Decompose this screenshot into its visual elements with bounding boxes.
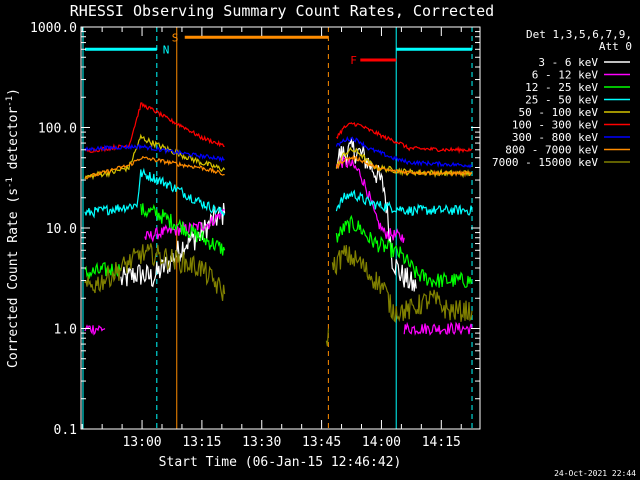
- legend-entry-label: 12 - 25 keV: [525, 81, 598, 94]
- series: [84, 167, 473, 219]
- series-line: [84, 102, 225, 154]
- legend-entry-label: 3 - 6 keV: [538, 56, 598, 69]
- y-tick-label: 100.0: [38, 122, 77, 137]
- series-line: [335, 137, 417, 292]
- x-tick-label: 13:00: [122, 435, 161, 450]
- series-line: [331, 245, 473, 324]
- x-tick-label: 13:45: [302, 435, 341, 450]
- legend-entry-label: 50 - 100 keV: [519, 106, 599, 119]
- series-line: [335, 214, 473, 288]
- y-axis-label: Corrected Count Rate (s-1 detector-1): [5, 88, 21, 368]
- legend-header-attenuator: Att 0: [599, 40, 632, 53]
- y-tick-label: 1.0: [54, 323, 77, 338]
- legend-entry-label: 25 - 50 keV: [525, 94, 598, 107]
- series: [84, 135, 473, 169]
- series: [84, 133, 473, 181]
- series-line: [84, 155, 225, 180]
- series-layer: [84, 102, 473, 347]
- series-line: [325, 328, 329, 347]
- y-tick-label: 0.1: [54, 423, 77, 438]
- y-axis-label-suffix: ): [6, 88, 21, 96]
- flag-label: S: [172, 31, 179, 44]
- chart-title: RHESSI Observing Summary Count Rates, Co…: [70, 2, 494, 20]
- series-line: [84, 143, 225, 163]
- series-line: [84, 133, 226, 181]
- x-axis-label: Start Time (06-Jan-15 12:46:42): [159, 455, 402, 470]
- series: [84, 156, 473, 336]
- x-tick-label: 13:15: [182, 435, 221, 450]
- x-tick-label: 14:15: [422, 435, 461, 450]
- series-line: [335, 156, 405, 243]
- series-line: [120, 202, 226, 288]
- title-group: RHESSI Observing Summary Count Rates, Co…: [70, 2, 494, 20]
- y-axis-label-sup1: -1: [5, 177, 15, 188]
- series: [84, 154, 473, 180]
- legend-entry-label: 100 - 300 keV: [512, 119, 598, 132]
- y-axis: 1000.0 100.0 10.0 1.0 0.1: [30, 21, 480, 438]
- mode-boundary-lines: [82, 27, 473, 429]
- plot-frame: [80, 26, 481, 430]
- series-line: [84, 324, 106, 336]
- legend-entry-label: 300 - 800 keV: [512, 131, 598, 144]
- legend-header-detectors: Det 1,3,5,6,7,9,: [526, 28, 632, 41]
- y-axis-label-sup2: -1: [5, 96, 15, 107]
- y-axis-label-prefix: Corrected Count Rate (s: [6, 188, 21, 368]
- x-tick-label: 13:30: [242, 435, 281, 450]
- series-line: [335, 154, 473, 178]
- series-line: [84, 243, 226, 301]
- series-line: [335, 189, 473, 216]
- legend-entry-label: 7000 - 15000 keV: [492, 156, 598, 169]
- series-line: [140, 203, 226, 256]
- series: [120, 137, 417, 292]
- legend-entry-label: 6 - 12 keV: [532, 69, 599, 82]
- attenuator-flags: NS F: [84, 31, 473, 67]
- flag-label: N: [163, 43, 170, 56]
- y-tick-label: 1000.0: [30, 21, 77, 36]
- series: [84, 243, 473, 347]
- series-line: [403, 321, 473, 336]
- footer-timestamp: 24-Oct-2021 22:44: [554, 469, 636, 478]
- series-line: [84, 167, 226, 219]
- series-line: [336, 122, 473, 155]
- legend-entry-label: 800 - 7000 keV: [505, 144, 598, 157]
- y-tick-label: 10.0: [46, 222, 77, 237]
- x-tick-label: 14:00: [362, 435, 401, 450]
- series-line: [335, 135, 473, 169]
- series: [84, 102, 473, 155]
- x-axis: 13:00 13:15 13:30 13:45 14:00 14:15: [81, 27, 462, 450]
- y-axis-label-mid: detector: [6, 107, 21, 178]
- series-line: [335, 146, 473, 179]
- flag-label: F: [350, 54, 357, 67]
